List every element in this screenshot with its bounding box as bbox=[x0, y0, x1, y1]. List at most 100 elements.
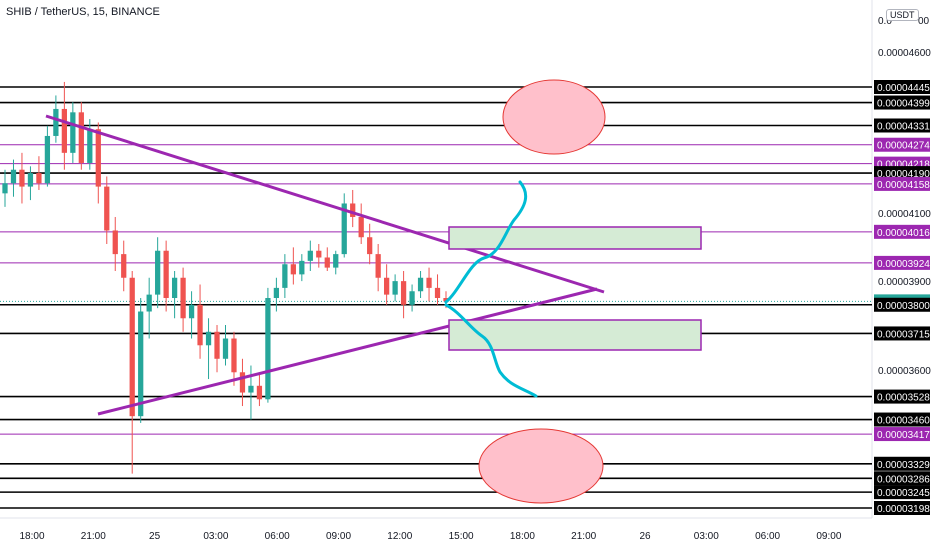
candle-body[interactable] bbox=[163, 250, 169, 299]
price-tag-bg bbox=[874, 297, 930, 312]
price-tag-label: 0.00004016 bbox=[877, 228, 930, 239]
candle-body[interactable] bbox=[231, 338, 237, 373]
candle-body[interactable] bbox=[434, 287, 441, 299]
price-tag-bg bbox=[874, 224, 930, 239]
price-tag-bg bbox=[874, 118, 930, 133]
time-axis-panel[interactable] bbox=[0, 518, 872, 550]
candle-body[interactable] bbox=[384, 277, 390, 295]
price-tag-label: 0.00003245 bbox=[877, 488, 930, 499]
time-axis-label: 06:00 bbox=[755, 531, 780, 542]
candle-body[interactable] bbox=[205, 331, 212, 346]
triangle-lower-trendline[interactable] bbox=[97, 287, 598, 416]
candle-body[interactable] bbox=[239, 372, 246, 393]
price-tag-label: 0.00004274 bbox=[877, 141, 930, 152]
candle-body[interactable] bbox=[358, 216, 364, 238]
price-tag-bg bbox=[874, 412, 930, 427]
candle-body[interactable] bbox=[27, 173, 34, 187]
price-tag-label: 0.00004218 bbox=[877, 160, 930, 171]
candle-body[interactable] bbox=[265, 298, 271, 400]
price-tag-label: 0.00004445 bbox=[877, 83, 930, 94]
candle-body[interactable] bbox=[282, 264, 288, 288]
forecast-up-path[interactable] bbox=[444, 180, 528, 304]
lower-target-ellipse[interactable] bbox=[478, 428, 604, 504]
price-axis-tick-label: 0.00003900 bbox=[878, 277, 931, 288]
price-tag-bg bbox=[874, 501, 930, 515]
candle-body[interactable] bbox=[155, 250, 161, 295]
time-axis-label: 25 bbox=[149, 531, 161, 542]
candle-body[interactable] bbox=[273, 287, 280, 299]
candle-body[interactable] bbox=[19, 169, 25, 187]
time-axis-label: 26 bbox=[639, 531, 651, 542]
upper-target-ellipse[interactable] bbox=[502, 79, 606, 155]
candle-body[interactable] bbox=[214, 331, 220, 359]
price-tag-bg bbox=[874, 456, 930, 471]
candle-body[interactable] bbox=[367, 237, 373, 255]
forecast-down-path[interactable] bbox=[444, 303, 538, 398]
price-tag-label: 0.00003800 bbox=[877, 301, 930, 312]
price-tag-label: 0.00003198 bbox=[877, 504, 930, 515]
candle-body[interactable] bbox=[417, 277, 424, 292]
candle-body[interactable] bbox=[197, 304, 203, 346]
time-axis-label: 09:00 bbox=[326, 531, 351, 542]
candle-body[interactable] bbox=[129, 277, 135, 417]
price-tag-bg bbox=[874, 471, 930, 486]
triangle-upper-trendline[interactable] bbox=[45, 114, 605, 294]
candle-body[interactable] bbox=[392, 281, 398, 295]
currency-unit-badge[interactable]: USDT bbox=[886, 9, 919, 21]
price-tag-bg bbox=[874, 80, 930, 94]
price-tag-label: 0.00003528 bbox=[877, 393, 930, 404]
candle-body[interactable] bbox=[70, 112, 76, 153]
candle-body[interactable] bbox=[443, 298, 449, 302]
candle-body[interactable] bbox=[87, 129, 93, 163]
candle-body[interactable] bbox=[61, 108, 67, 153]
candle-body[interactable] bbox=[426, 277, 432, 288]
candle-body[interactable] bbox=[400, 281, 407, 305]
price-tag-label: 0.00004331 bbox=[877, 121, 930, 132]
candle-body[interactable] bbox=[409, 291, 415, 305]
time-axis-label: 06:00 bbox=[265, 531, 290, 542]
time-axis-label: 18:00 bbox=[19, 531, 44, 542]
candle-body[interactable] bbox=[188, 304, 195, 319]
time-axis-label: 21:00 bbox=[81, 531, 106, 542]
price-tag-label: 0.00004190 bbox=[877, 169, 930, 180]
candle-body[interactable] bbox=[138, 311, 144, 417]
price-tag-label: 0.00004158 bbox=[877, 180, 930, 191]
time-axis-label: 09:00 bbox=[816, 531, 841, 542]
upper-zone-box[interactable] bbox=[448, 226, 702, 250]
price-tag-bg bbox=[874, 485, 930, 500]
candle-body[interactable] bbox=[350, 203, 356, 217]
candle-body[interactable] bbox=[222, 338, 229, 359]
candle-body[interactable] bbox=[104, 186, 110, 231]
price-tag-bg bbox=[874, 389, 930, 404]
price-tag-label: 0.00003329 bbox=[877, 460, 930, 471]
time-axis-label: 12:00 bbox=[387, 531, 412, 542]
candle-body[interactable] bbox=[333, 254, 339, 268]
candle-body[interactable] bbox=[248, 385, 254, 393]
candle-body[interactable] bbox=[10, 169, 17, 184]
candle-body[interactable] bbox=[53, 108, 59, 136]
candle-body[interactable] bbox=[324, 257, 330, 268]
candle-body[interactable] bbox=[307, 250, 313, 261]
candle-body[interactable] bbox=[2, 183, 8, 194]
time-axis-label: 18:00 bbox=[510, 531, 535, 542]
candle-body[interactable] bbox=[121, 254, 127, 278]
lower-zone-box[interactable] bbox=[448, 319, 702, 351]
candle-body[interactable] bbox=[146, 294, 152, 312]
price-axis-top-label: 0.0 bbox=[878, 16, 892, 27]
candle-body[interactable] bbox=[78, 112, 84, 163]
price-tag-label: 0.00004399 bbox=[877, 99, 930, 110]
candle-body[interactable] bbox=[171, 277, 178, 299]
candle-body[interactable] bbox=[290, 264, 296, 275]
candle-body[interactable] bbox=[36, 173, 42, 184]
candle-body[interactable] bbox=[180, 277, 186, 319]
candle-body[interactable] bbox=[44, 135, 51, 184]
candle-body[interactable] bbox=[341, 203, 347, 255]
candle-body[interactable] bbox=[112, 230, 118, 255]
candle-body[interactable] bbox=[316, 250, 322, 258]
candle-body[interactable] bbox=[299, 260, 305, 275]
candle-body[interactable] bbox=[95, 129, 101, 187]
candle-body[interactable] bbox=[256, 385, 263, 400]
price-axis-tick-label: 0.00003600 bbox=[878, 366, 931, 377]
candle-body[interactable] bbox=[375, 254, 381, 278]
